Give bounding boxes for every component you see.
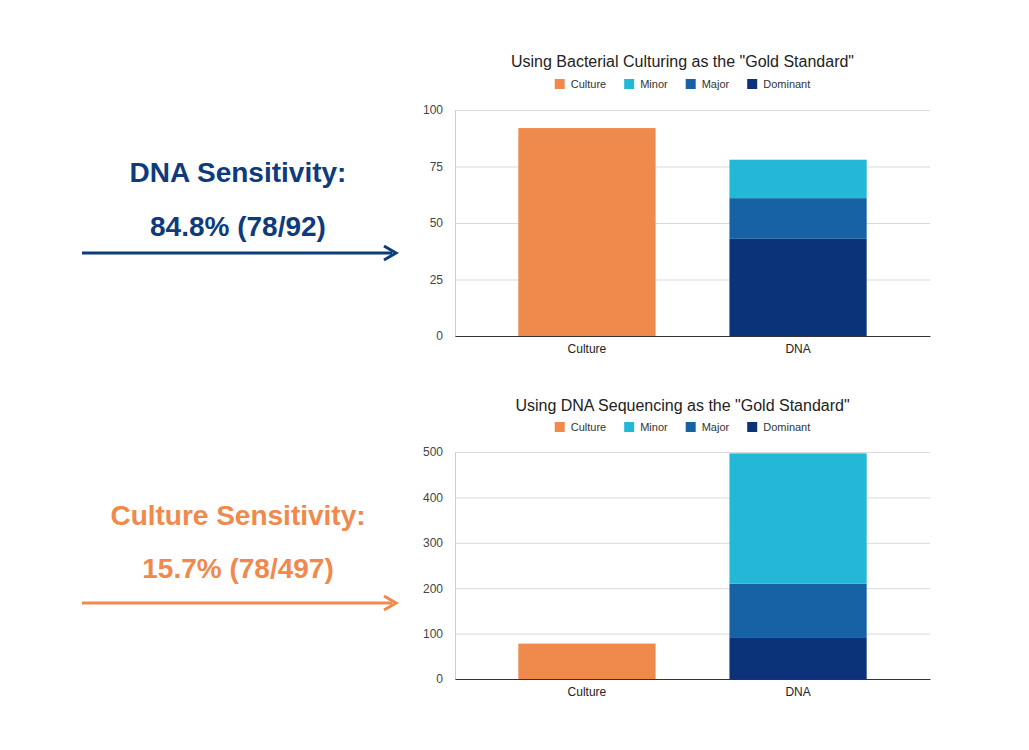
y-tick-label: 0 bbox=[436, 329, 443, 343]
annotation-text: 15.7% (78/497) bbox=[142, 553, 333, 584]
chart-title: Using Bacterial Culturing as the "Gold S… bbox=[511, 53, 854, 70]
grid-line bbox=[455, 679, 930, 680]
legend-item: Minor bbox=[624, 421, 668, 433]
y-tick-label: 0 bbox=[436, 672, 443, 686]
y-axis: 0 25 50 75 100 bbox=[423, 103, 930, 343]
annotation-text: 84.8% (78/92) bbox=[150, 211, 326, 242]
y-tick: 100 bbox=[423, 103, 930, 117]
legend-item: Culture bbox=[555, 78, 606, 90]
x-tick-label: DNA bbox=[785, 685, 810, 699]
legend-item: Culture bbox=[555, 421, 606, 433]
arrow-line bbox=[82, 602, 392, 605]
grid-line bbox=[455, 110, 930, 111]
legend-label: Culture bbox=[571, 78, 606, 90]
legend-label: Major bbox=[702, 78, 730, 90]
bar bbox=[729, 239, 866, 336]
legend-swatch bbox=[747, 422, 757, 432]
legend-swatch bbox=[624, 422, 634, 432]
x-axis-line bbox=[456, 336, 931, 337]
legend-swatch bbox=[555, 422, 565, 432]
y-tick-label: 100 bbox=[423, 103, 443, 117]
y-tick-label: 75 bbox=[430, 160, 444, 174]
legend-swatch bbox=[686, 79, 696, 89]
x-tick: Culture bbox=[568, 336, 607, 356]
y-tick-label: 200 bbox=[423, 582, 443, 596]
bar bbox=[518, 128, 655, 336]
legend-item: Major bbox=[686, 78, 730, 90]
arrow-head bbox=[384, 246, 396, 260]
legend-label: Minor bbox=[640, 421, 668, 433]
chart: Using Bacterial Culturing as the "Gold S… bbox=[423, 53, 931, 356]
y-tick-label: 400 bbox=[423, 491, 443, 505]
legend-item: Dominant bbox=[747, 421, 810, 433]
grid-line bbox=[455, 336, 930, 337]
x-tick: DNA bbox=[785, 679, 810, 699]
y-tick-label: 500 bbox=[423, 445, 443, 459]
legend-label: Dominant bbox=[763, 78, 810, 90]
legend-item: Major bbox=[686, 421, 730, 433]
x-tick-label: Culture bbox=[568, 685, 607, 699]
legend-item: Minor bbox=[624, 78, 668, 90]
legend-swatch bbox=[624, 79, 634, 89]
y-tick-label: 25 bbox=[430, 273, 444, 287]
annotation: Culture Sensitivity: 15.7% (78/497) bbox=[82, 500, 396, 610]
bar bbox=[729, 637, 866, 679]
legend: Culture Minor Major Dominant bbox=[555, 78, 811, 90]
annotation: DNA Sensitivity: 84.8% (78/92) bbox=[82, 157, 396, 260]
legend-label: Minor bbox=[640, 78, 668, 90]
x-tick-label: Culture bbox=[568, 342, 607, 356]
annotation-text: DNA Sensitivity: bbox=[130, 157, 347, 188]
legend-swatch bbox=[747, 79, 757, 89]
legend-label: Culture bbox=[571, 421, 606, 433]
arrow-head bbox=[384, 596, 396, 610]
chart: Using DNA Sequencing as the "Gold Standa… bbox=[423, 397, 931, 699]
y-tick-label: 300 bbox=[423, 536, 443, 550]
x-axis-line bbox=[456, 679, 931, 680]
legend-label: Major bbox=[702, 421, 730, 433]
bar bbox=[518, 644, 655, 679]
bars bbox=[518, 128, 866, 336]
legend-swatch bbox=[686, 422, 696, 432]
x-axis: Culture DNA bbox=[456, 336, 931, 356]
bar bbox=[729, 453, 866, 583]
y-axis-line bbox=[456, 453, 931, 680]
bar bbox=[729, 584, 866, 638]
bars bbox=[518, 453, 866, 679]
x-axis: Culture DNA bbox=[456, 679, 931, 699]
y-axis: 0 100 200 300 400 500 bbox=[423, 445, 930, 686]
x-tick: DNA bbox=[785, 336, 810, 356]
bar bbox=[729, 160, 866, 198]
y-tick-label: 50 bbox=[430, 216, 444, 230]
legend: Culture Minor Major Dominant bbox=[555, 421, 811, 433]
x-tick-label: DNA bbox=[785, 342, 810, 356]
chart-title: Using DNA Sequencing as the "Gold Standa… bbox=[515, 397, 849, 414]
arrow-line bbox=[82, 252, 392, 255]
y-axis-line bbox=[456, 111, 931, 337]
legend-swatch bbox=[555, 79, 565, 89]
legend-item: Dominant bbox=[747, 78, 810, 90]
page: Using Bacterial Culturing as the "Gold S… bbox=[0, 0, 1029, 750]
y-tick-label: 100 bbox=[423, 627, 443, 641]
bar bbox=[729, 198, 866, 239]
annotation-text: Culture Sensitivity: bbox=[110, 500, 365, 531]
grid-line bbox=[455, 452, 930, 453]
x-tick: Culture bbox=[568, 679, 607, 699]
legend-label: Dominant bbox=[763, 421, 810, 433]
